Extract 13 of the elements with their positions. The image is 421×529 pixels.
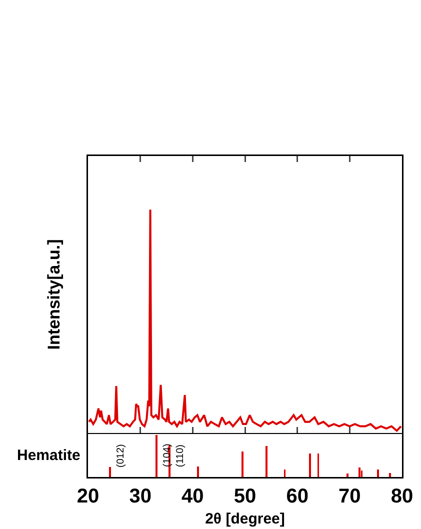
x-tick-label: 80 xyxy=(390,486,414,508)
x-tick-label: 30 xyxy=(129,486,152,508)
x-tick-label: 70 xyxy=(338,486,361,508)
y-axis-title: Hematite xyxy=(17,447,80,464)
annotation: (012) xyxy=(115,444,126,468)
annotation: (110) xyxy=(175,444,186,468)
x-tick-label: 20 xyxy=(76,486,100,508)
y-axis-title: Intensity[a.u.] xyxy=(44,239,64,350)
x-tick-label: 40 xyxy=(182,486,204,508)
x-axis-title: 2θ [degree] xyxy=(205,510,285,528)
x-tick-label: 60 xyxy=(286,486,308,508)
x-tick-label: 50 xyxy=(234,486,256,508)
annotation: (104) xyxy=(162,444,174,468)
